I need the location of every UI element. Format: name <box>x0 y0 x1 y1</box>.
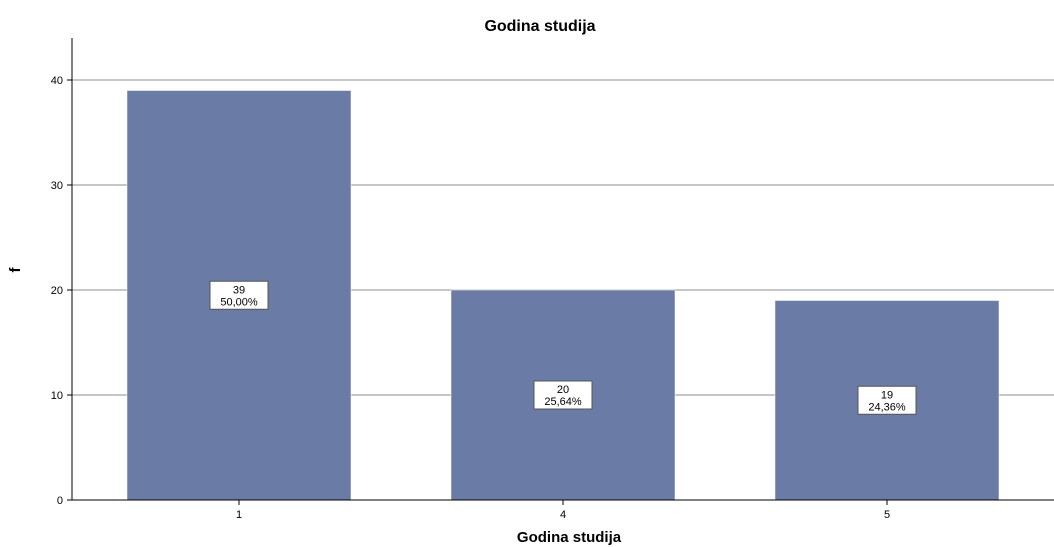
data-label-box <box>857 385 917 415</box>
data-label-box <box>533 380 593 410</box>
y-tick-label: 40 <box>51 75 63 87</box>
data-label-percent: 25,64% <box>544 396 582 408</box>
chart-title: Godina studija <box>484 18 595 35</box>
data-label-count: 39 <box>233 284 245 296</box>
x-axis-label: Godina studija <box>517 529 622 546</box>
x-tick-label: 5 <box>884 509 890 521</box>
y-axis-label: f <box>7 267 24 273</box>
y-tick-label: 30 <box>51 180 63 192</box>
x-tick-label: 4 <box>560 509 566 521</box>
y-tick-label: 0 <box>57 495 63 507</box>
y-tick-label: 20 <box>51 285 63 297</box>
y-tick-label: 10 <box>51 390 63 402</box>
data-label-count: 20 <box>557 384 569 396</box>
y-axis-ticks: 0 10 20 30 40 <box>51 75 72 507</box>
x-axis-ticks: 1 4 5 <box>236 500 890 521</box>
x-tick-label: 1 <box>236 509 242 521</box>
data-label-count: 19 <box>881 389 893 401</box>
data-label-box <box>209 280 269 310</box>
data-label-percent: 50,00% <box>220 296 258 308</box>
data-label-percent: 24,36% <box>868 401 906 413</box>
